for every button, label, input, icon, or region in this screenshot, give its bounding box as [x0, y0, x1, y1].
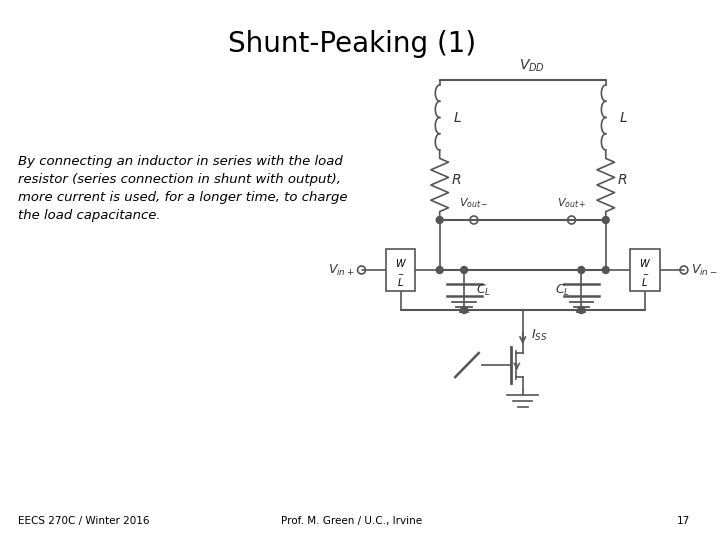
Text: $C_L$: $C_L$	[476, 282, 491, 298]
Circle shape	[578, 307, 585, 314]
Text: $R$: $R$	[618, 173, 628, 187]
Text: $L$: $L$	[397, 276, 404, 288]
Circle shape	[461, 307, 467, 314]
Circle shape	[603, 217, 609, 224]
Text: $W$: $W$	[395, 257, 407, 269]
Bar	[386, 249, 415, 291]
Text: $I_{SS}$: $I_{SS}$	[531, 327, 547, 342]
Text: Shunt-Peaking (1): Shunt-Peaking (1)	[228, 30, 476, 58]
Text: $V_{out+}$: $V_{out+}$	[557, 196, 586, 210]
Bar	[630, 249, 660, 291]
Text: $V_{in-}$: $V_{in-}$	[690, 262, 717, 278]
Text: $V_{in+}$: $V_{in+}$	[328, 262, 355, 278]
Text: $W$: $W$	[639, 257, 651, 269]
Circle shape	[461, 267, 467, 273]
Text: EECS 270C / Winter 2016: EECS 270C / Winter 2016	[17, 516, 149, 526]
Text: $L$: $L$	[454, 111, 462, 125]
Circle shape	[436, 217, 443, 224]
Text: $L$: $L$	[642, 276, 648, 288]
Circle shape	[603, 267, 609, 273]
Text: 17: 17	[677, 516, 690, 526]
Circle shape	[436, 267, 443, 273]
Text: $V_{DD}$: $V_{DD}$	[519, 58, 546, 74]
Text: By connecting an inductor in series with the load
resistor (series connection in: By connecting an inductor in series with…	[17, 155, 347, 222]
Text: $R$: $R$	[451, 173, 462, 187]
Text: Prof. M. Green / U.C., Irvine: Prof. M. Green / U.C., Irvine	[282, 516, 423, 526]
Text: $L$: $L$	[619, 111, 629, 125]
Text: $V_{out-}$: $V_{out-}$	[459, 196, 489, 210]
Text: $C_L$: $C_L$	[554, 282, 570, 298]
Text: ─: ─	[643, 272, 647, 278]
Circle shape	[578, 267, 585, 273]
Text: ─: ─	[398, 272, 402, 278]
